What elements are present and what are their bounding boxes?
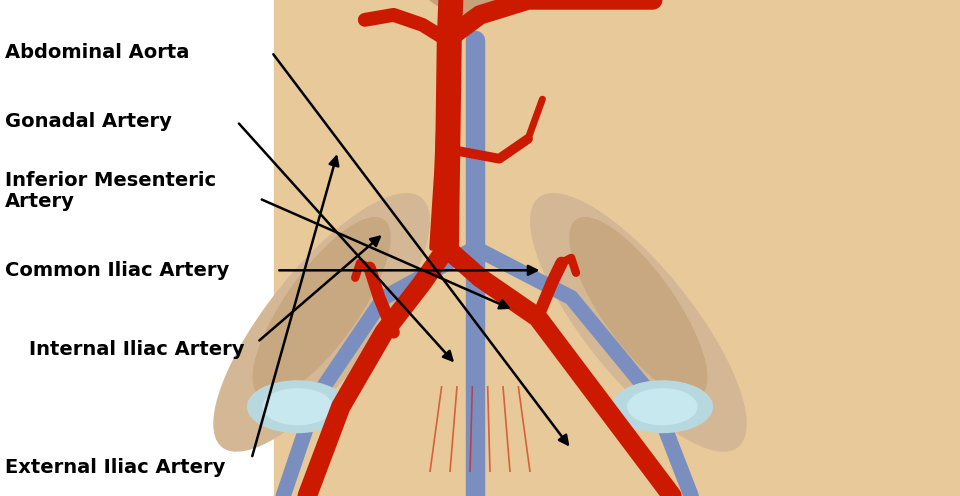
Text: Internal Iliac Artery: Internal Iliac Artery: [29, 340, 244, 359]
Bar: [0, 0, 274, 496]
Circle shape: [263, 389, 332, 425]
Bar: [274, 0, 960, 496]
Circle shape: [628, 389, 697, 425]
Ellipse shape: [422, 0, 538, 15]
Ellipse shape: [253, 218, 390, 397]
Text: Gonadal Artery: Gonadal Artery: [5, 112, 172, 131]
Text: Abdominal Aorta: Abdominal Aorta: [5, 43, 189, 62]
Text: External Iliac Artery: External Iliac Artery: [5, 458, 226, 477]
Ellipse shape: [214, 194, 429, 451]
Circle shape: [248, 381, 348, 433]
Text: Common Iliac Artery: Common Iliac Artery: [5, 261, 229, 280]
Ellipse shape: [531, 194, 746, 451]
Text: Inferior Mesenteric
Artery: Inferior Mesenteric Artery: [5, 171, 216, 211]
Ellipse shape: [570, 218, 707, 397]
Circle shape: [612, 381, 712, 433]
